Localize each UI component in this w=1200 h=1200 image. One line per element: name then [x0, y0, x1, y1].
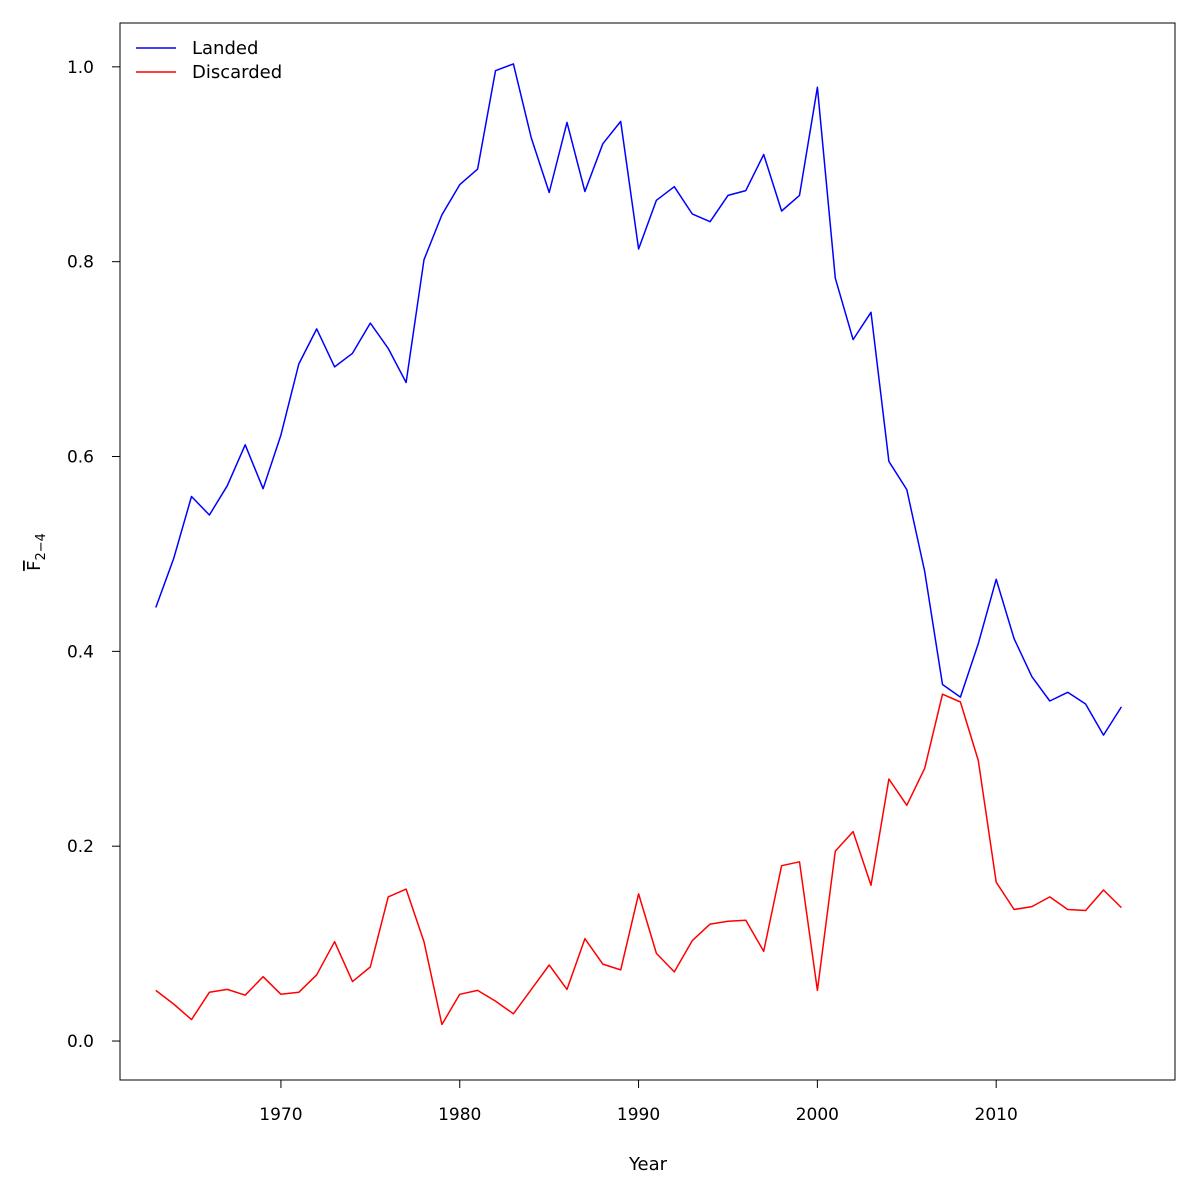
x-tick-label: 2010	[975, 1105, 1018, 1125]
y-axis-title: F2−4	[24, 533, 49, 571]
series-line-discarded	[155, 693, 1122, 1026]
x-axis: 1970 1980 1990 2000 2010	[259, 1079, 1018, 1125]
y-axis-title-subscript: 2−4	[34, 533, 49, 560]
legend-label-landed: Landed	[192, 38, 258, 59]
x-tick-label: 2000	[796, 1105, 839, 1125]
series-layer	[155, 63, 1123, 1026]
y-tick-label: 0.4	[67, 642, 94, 662]
x-tick-label: 1980	[438, 1105, 481, 1125]
y-tick-label: 0.8	[67, 253, 94, 273]
x-axis-title: Year	[628, 1154, 668, 1175]
y-axis: 0.0 0.2 0.4 0.6 0.8 1.0	[67, 58, 121, 1052]
y-tick-label: 1.0	[67, 58, 94, 78]
x-tick-label: 1990	[617, 1105, 660, 1125]
y-tick-label: 0.6	[67, 448, 94, 468]
y-tick-label: 0.2	[67, 837, 94, 857]
svg-text:F2−4: F2−4	[24, 533, 49, 571]
y-tick-label: 0.0	[67, 1032, 94, 1052]
legend: Landed Discarded	[136, 38, 282, 83]
series-line-landed	[155, 63, 1123, 736]
y-axis-title-main: F	[24, 561, 45, 571]
x-tick-label: 1970	[259, 1105, 302, 1125]
legend-label-discarded: Discarded	[192, 62, 282, 83]
